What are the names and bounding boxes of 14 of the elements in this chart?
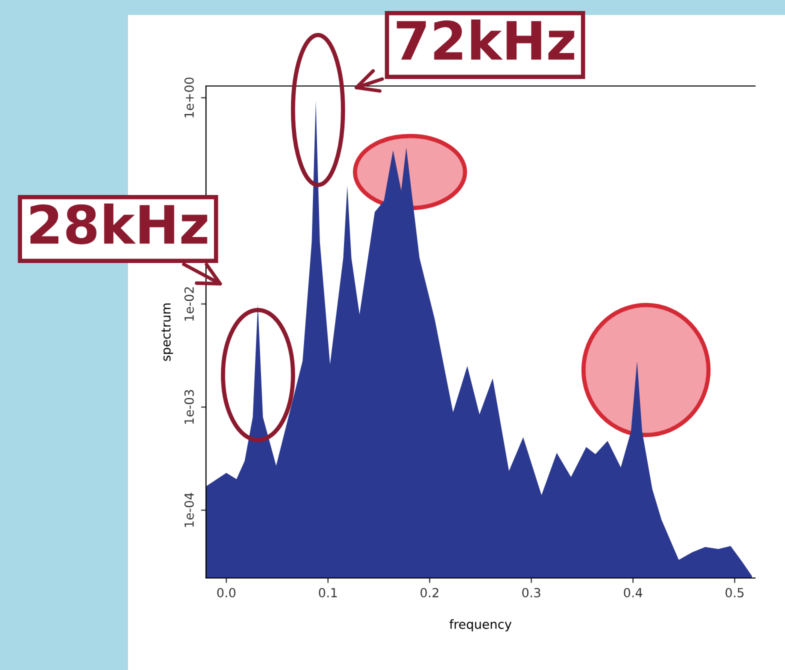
x-tick-label: 0.5: [726, 588, 744, 598]
y-tick-label: 1e+00: [184, 78, 194, 118]
y-tick-label: 1e-02: [184, 287, 194, 321]
y-tick-label: 1e-03: [184, 390, 194, 424]
x-tick-label: 0.4: [624, 588, 642, 598]
x-tick-label: 0.0: [217, 588, 236, 598]
annotation: 72kHz: [396, 19, 574, 60]
y-tick-label: 1e-04: [184, 492, 194, 527]
x-axis-title: frequency: [449, 619, 512, 632]
x-tick-label: 0.3: [522, 588, 540, 598]
annotation: 28kHz: [30, 203, 208, 244]
y-axis-title: spectrum: [162, 303, 174, 361]
x-tick-label: 0.2: [420, 588, 438, 598]
x-tick-label: 0.1: [318, 588, 337, 598]
